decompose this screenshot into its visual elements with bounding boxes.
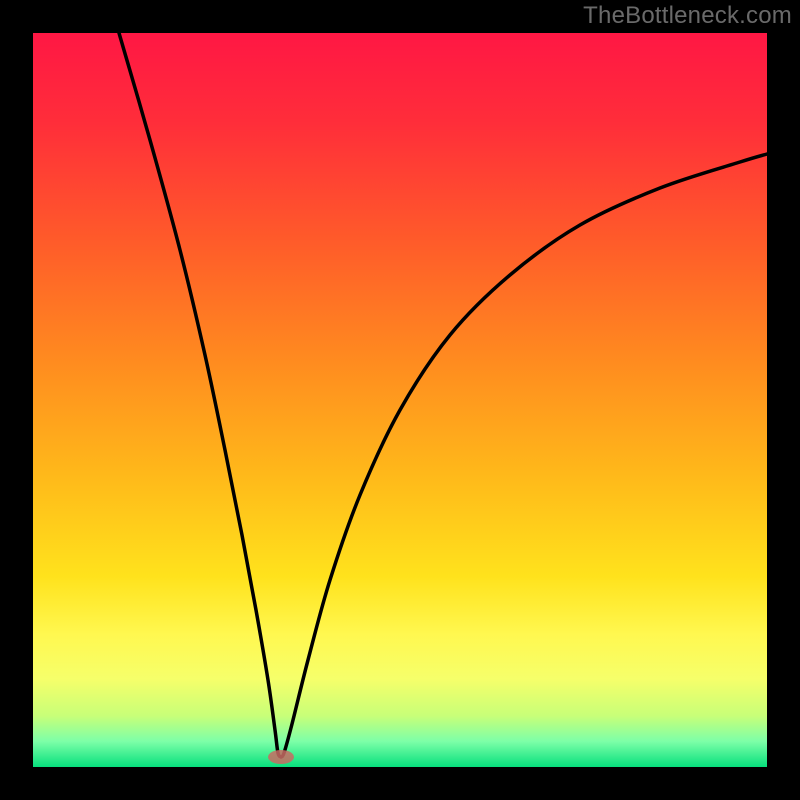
watermark-text: TheBottleneck.com (583, 2, 792, 30)
vertex-marker (268, 750, 294, 764)
plot-background (33, 33, 767, 767)
bottleneck-chart (0, 0, 800, 800)
